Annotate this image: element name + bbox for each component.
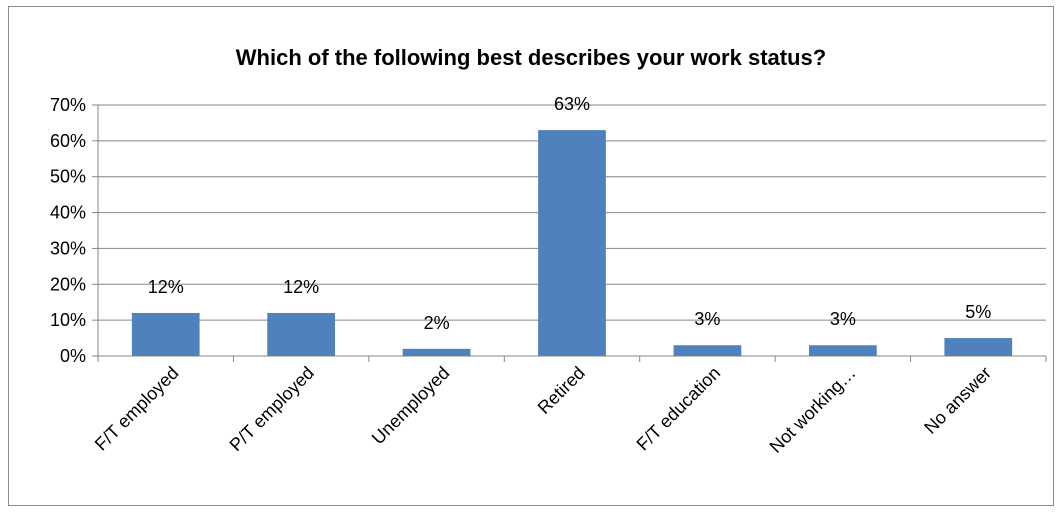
data-labels: 12% 12% 2% 63% 3% 3% 5% [148,94,992,333]
data-label: 2% [424,313,450,333]
x-tick-label: F/T education [633,363,725,455]
y-tick-label: 10% [50,310,86,330]
data-label: 12% [148,277,184,297]
y-tick-label: 70% [50,95,86,115]
x-tick-label: Retired [534,363,589,418]
y-tick-label: 30% [50,238,86,258]
data-label: 3% [830,309,856,329]
data-label: 63% [554,94,590,114]
bar [538,130,606,356]
data-label: 5% [965,302,991,322]
y-tick-label: 20% [50,274,86,294]
bar [267,312,335,356]
x-tick-label: No answer [920,363,995,438]
chart-frame [8,6,1054,506]
data-label: 12% [283,277,319,297]
y-tick-labels: 0% 10% 20% 30% 40% 50% 60% 70% [50,95,86,366]
data-label: 3% [694,309,720,329]
bar [673,345,742,356]
bar [809,345,877,356]
x-tick-label: P/T employed [226,363,318,455]
x-tick-label: Unemployed [368,363,454,449]
y-tick-label: 60% [50,131,86,151]
bar [131,312,200,356]
y-tick-label: 40% [50,203,86,223]
y-tick-label: 50% [50,167,86,187]
x-tick-label: Not working… [766,363,860,457]
x-tick-labels: F/T employed P/T employed Unemployed Retire… [91,363,995,457]
x-tick-label: F/T employed [91,363,183,455]
bar [944,338,1013,356]
chart-title: Which of the following best describes yo… [236,45,826,70]
bars [131,130,1013,356]
bar [402,348,471,356]
y-tick-label: 0% [60,346,86,366]
